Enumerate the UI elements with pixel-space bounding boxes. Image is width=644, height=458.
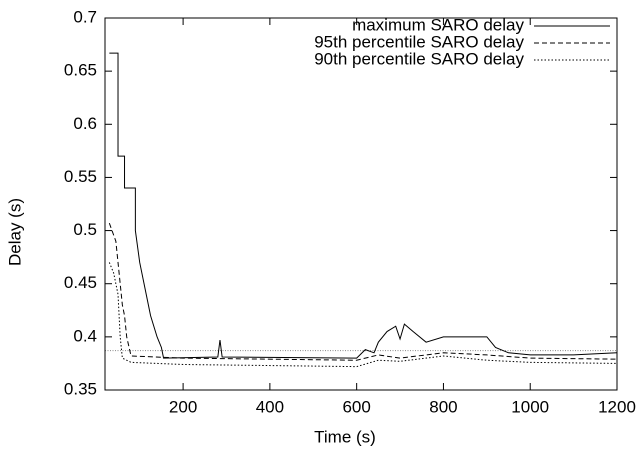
x-tick-label: 400 [256,397,284,416]
y-tick-label: 0.6 [73,114,97,133]
x-tick-label: 600 [342,397,370,416]
y-tick-label: 0.45 [64,273,97,292]
x-axis-label: Time (s) [314,427,376,446]
y-axis-label: Delay (s) [5,198,24,266]
x-tick-label: 800 [429,397,457,416]
x-tick-label: 1000 [511,397,549,416]
y-tick-label: 0.5 [73,220,97,239]
y-tick-label: 0.55 [64,167,97,186]
y-tick-label: 0.4 [73,326,97,345]
y-tick-label: 0.35 [64,379,97,398]
legend-label: 90th percentile SARO delay [314,49,524,68]
x-tick-label: 200 [169,397,197,416]
plot-frame [104,17,618,391]
series-line [108,262,618,368]
series-line [109,52,618,359]
y-tick-label: 0.65 [64,61,97,80]
y-tick-label: 0.7 [73,7,97,26]
legend-label: maximum SARO delay [352,15,524,34]
series-line [108,222,618,361]
legend-label: 95th percentile SARO delay [314,32,524,51]
x-tick-label: 1200 [598,397,636,416]
